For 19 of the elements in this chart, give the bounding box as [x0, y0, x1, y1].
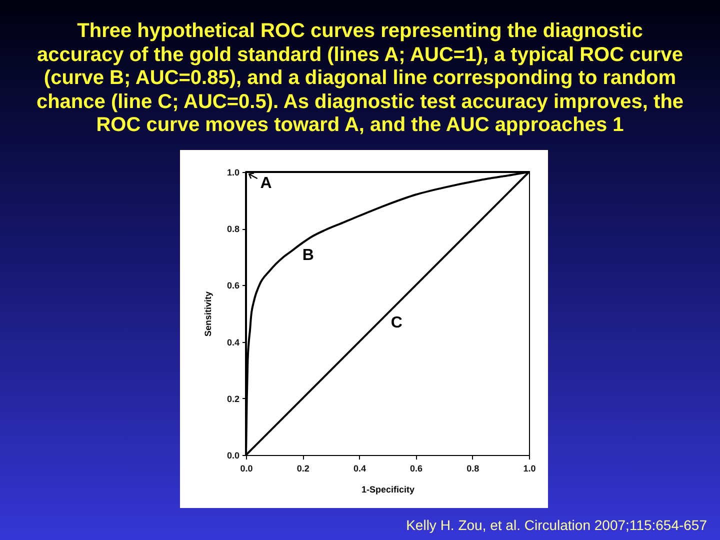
- x-tick-label: 0.8: [466, 464, 480, 474]
- series-label: C: [390, 314, 403, 332]
- x-tick-label: 0.0: [240, 464, 253, 474]
- text: Kelly H. Zou, et al. Circulation 2007;115:654-657: [406, 517, 707, 533]
- y-tick-label: 0.2: [226, 394, 240, 404]
- series-label: B: [302, 246, 314, 264]
- legend-label: A: [260, 175, 272, 192]
- x-tick-label: 0.6: [410, 464, 423, 474]
- x-tick-label: 0.4: [353, 464, 366, 474]
- y-tick-label: 0.6: [226, 280, 240, 291]
- chart-title: Three hypothetical ROC curves representing the diagnostic accuracy of the gold standard (lines A; AUC=1), a typical ROC curve (curve B; AUC=0.85), and a diagonal line corresponding to random chance (line C; AUC=0.5). As diagnostic test accuracy improves, the ROC curve moves toward A, and the AUC approaches 1: [35, 20, 685, 138]
- x-tick-label: 1.0: [523, 464, 536, 474]
- y-tick-label: 0.4: [226, 337, 240, 348]
- x-tick-label: 0.2: [296, 464, 310, 474]
- y-tick-label: 1.0: [226, 168, 240, 178]
- y-tick-label: 0.0: [226, 450, 240, 460]
- y-tick-label: 0.8: [226, 224, 240, 234]
- y-axis-title: Sensitivity: [202, 291, 213, 337]
- x-axis-title: 1-Specificity: [361, 484, 415, 494]
